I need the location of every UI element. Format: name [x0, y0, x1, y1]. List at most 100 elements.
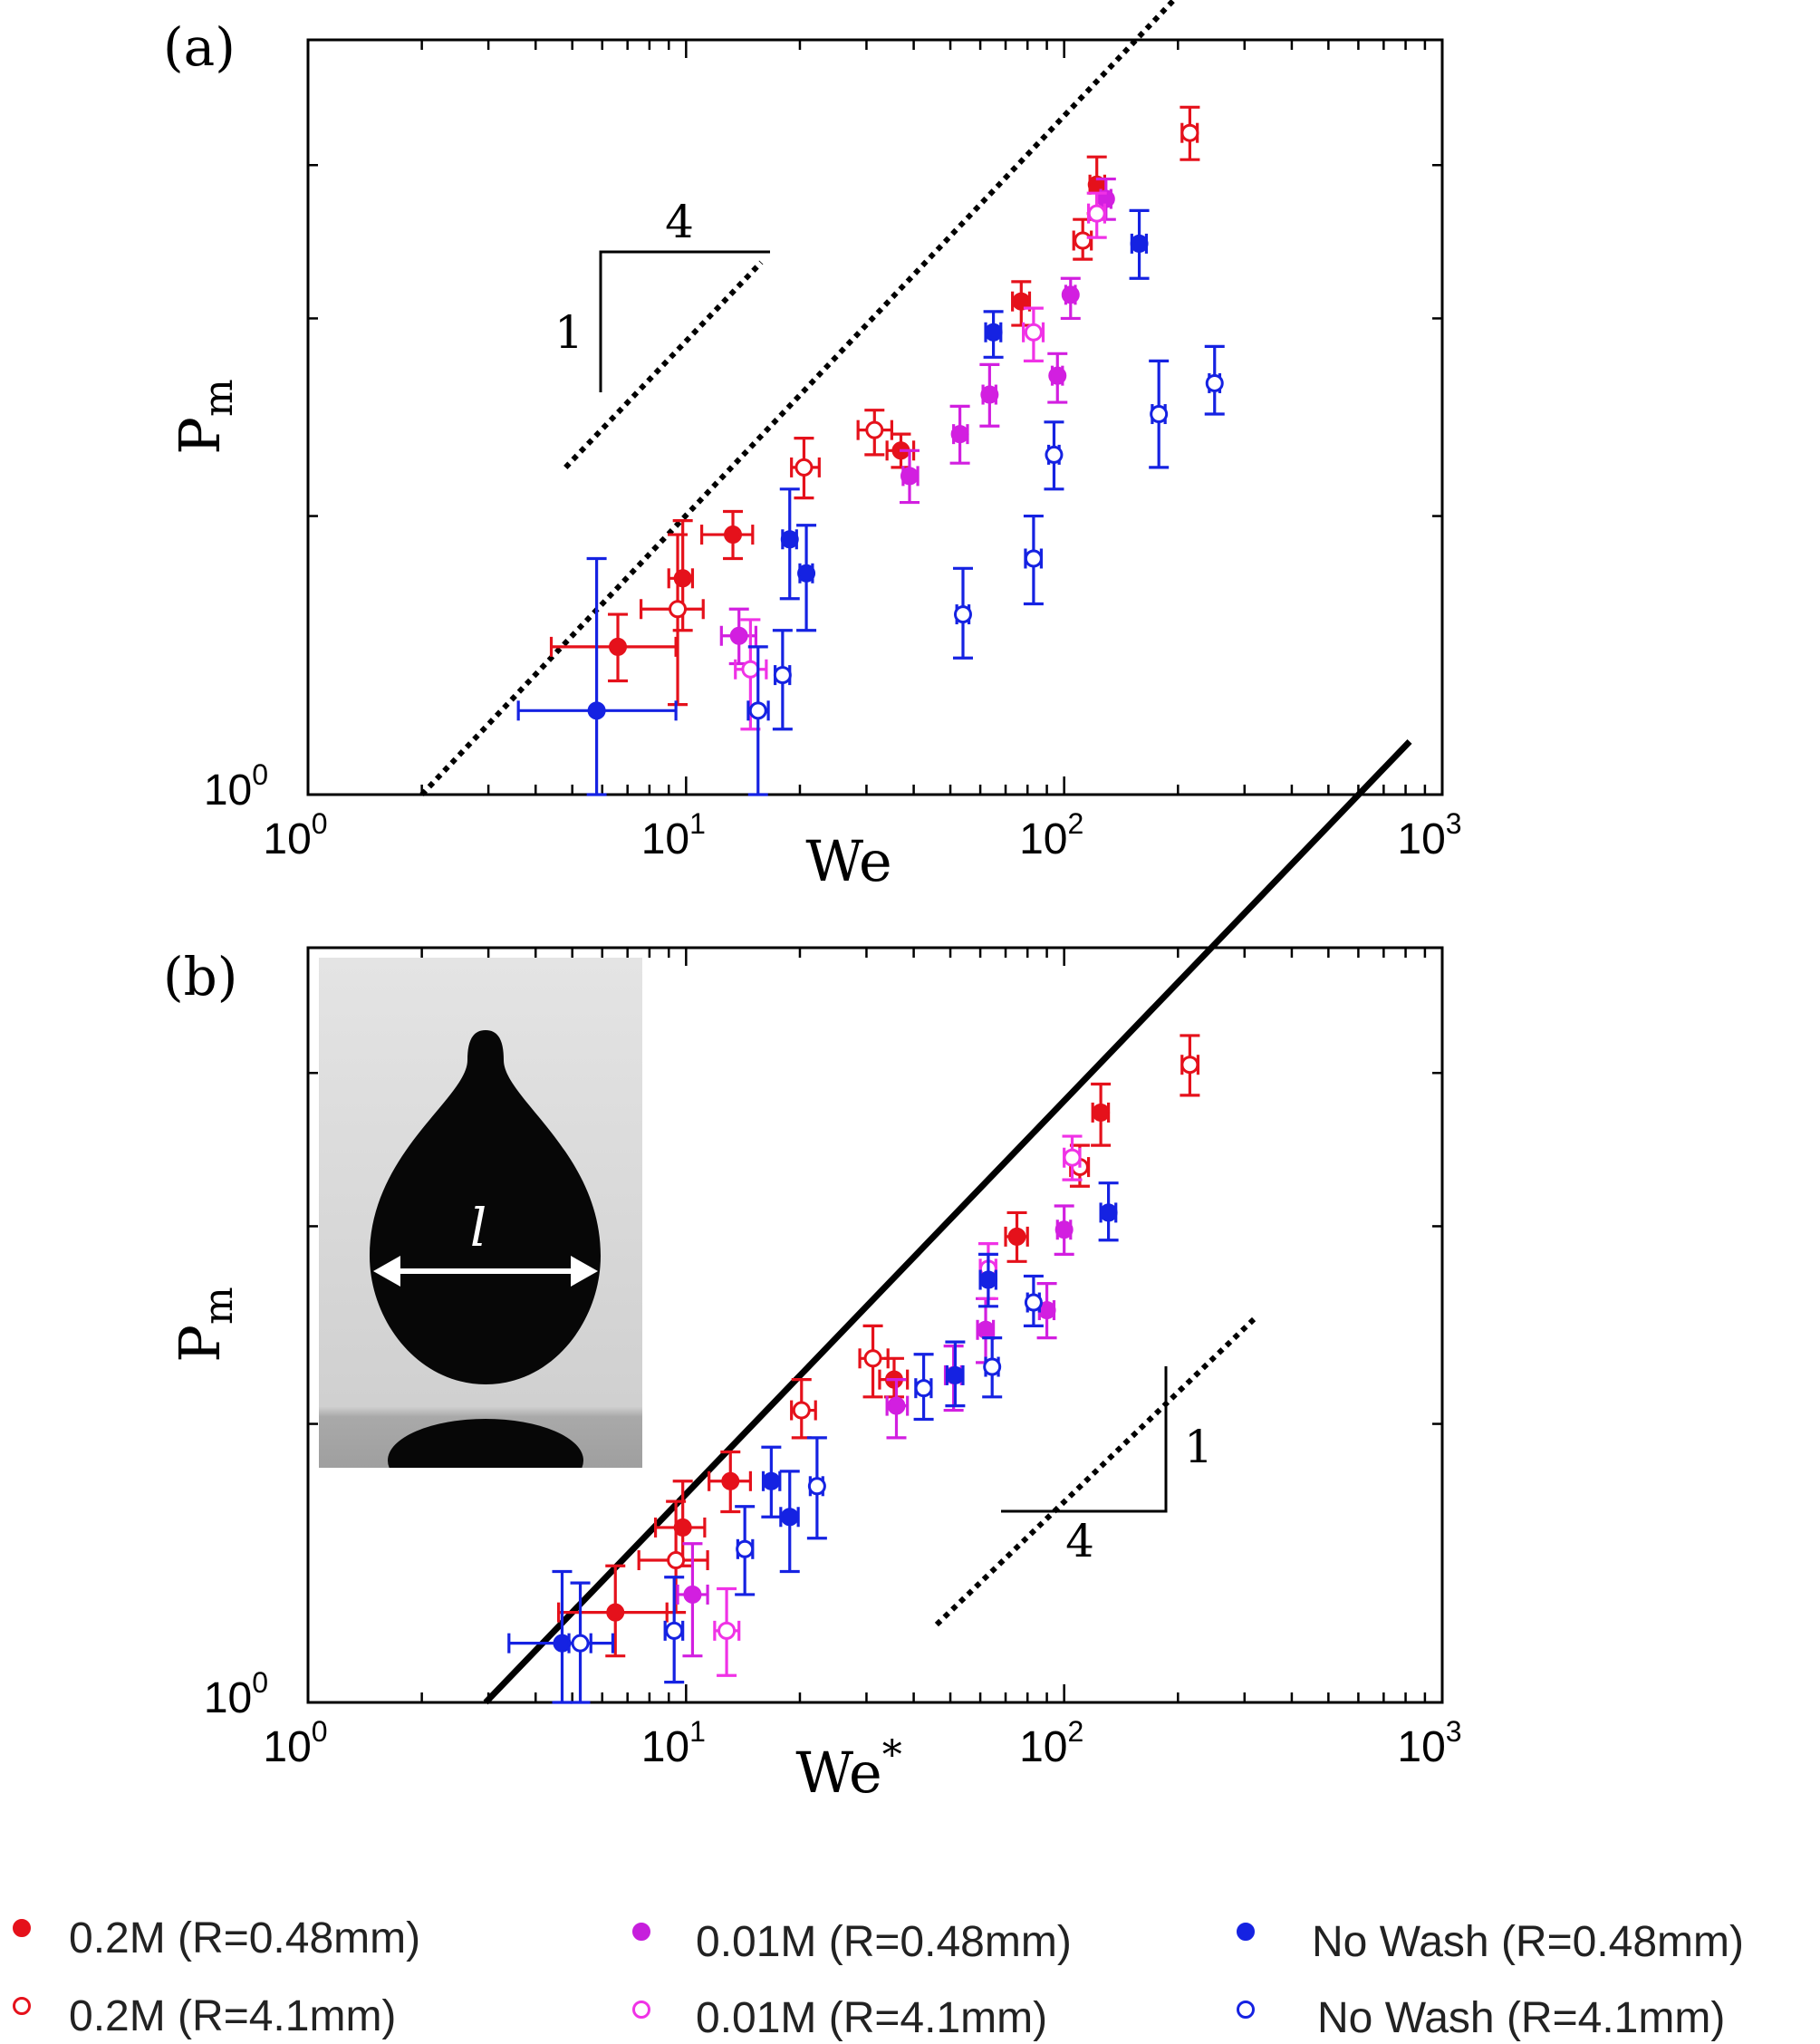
marker-filled [1130, 234, 1149, 253]
marker-filled [980, 385, 999, 404]
marker-filled [553, 1634, 572, 1653]
marker-open [667, 1551, 686, 1570]
tick-base: 10 [204, 1674, 252, 1722]
series-0-2m-r-4-1mm- [639, 105, 1200, 707]
data-point [983, 310, 1004, 359]
panel-label-a: (a) [163, 16, 236, 78]
marker-filled [946, 1365, 965, 1384]
series-no-wash-r-0-48mm- [507, 1181, 1119, 1704]
marker-open [792, 1401, 811, 1420]
marker-filled [780, 1508, 799, 1527]
data-point [856, 409, 893, 457]
data-point [700, 509, 755, 561]
slope-run-label-a: 4 [665, 196, 694, 248]
x-axis-label-b: We* [795, 1732, 901, 1806]
slope-rise-label-b: 1 [1184, 1421, 1213, 1473]
marker-filled [984, 323, 1003, 342]
fit-line-dotted [419, 0, 1178, 797]
panel-b: (b) 100 101 102 103 100 We* Pm l 4 1 [163, 739, 1462, 1806]
legend-item: No Wash (R=0.48mm) [1237, 1918, 1744, 1966]
tick-base: 10 [1397, 815, 1445, 863]
y-tick-label: 100 [204, 1666, 268, 1722]
marker-filled [1099, 1203, 1118, 1222]
data-point [1180, 105, 1200, 161]
plot-frame-a [306, 38, 1444, 796]
marker-open [1150, 405, 1169, 424]
legend-item: 0.2M (R=4.1mm) [13, 1992, 396, 2040]
data-point [790, 1378, 817, 1440]
marker-open [863, 1349, 882, 1368]
marker-filled [978, 1270, 997, 1289]
data-point [1129, 208, 1150, 280]
fit-line-dotted [563, 260, 764, 469]
data-point [772, 629, 793, 731]
arrow-left-icon [373, 1256, 400, 1287]
series-0-2m-r-4-1mm- [637, 1034, 1200, 1615]
data-point [567, 1581, 592, 1704]
y-axis-label-main-a: P [167, 417, 233, 455]
marker-open [1024, 549, 1043, 568]
x-tick-label: 102 [1019, 1715, 1083, 1771]
marker-open [914, 1379, 933, 1398]
legend-marker-open [1237, 2001, 1255, 2019]
marker-filled [1048, 366, 1067, 385]
marker-filled [683, 1585, 702, 1604]
series-no-wash-r-4-1mm- [746, 344, 1225, 796]
data-point [885, 1378, 910, 1440]
data-point [1022, 306, 1045, 362]
tick-exponent: 0 [252, 758, 268, 791]
marker-open [1180, 1056, 1199, 1075]
legend-label: 0.01M (R=0.48mm) [696, 1918, 1072, 1966]
data-point [779, 1470, 800, 1574]
data-point [746, 645, 770, 796]
data-points-b [507, 1034, 1200, 1704]
fit-line-solid [483, 739, 1412, 1705]
tick-exponent: 1 [689, 807, 706, 840]
x-tick-label: 100 [263, 1715, 327, 1771]
data-point [1086, 191, 1107, 239]
marker-open [1024, 1293, 1043, 1312]
data-point [1149, 359, 1170, 469]
data-point [516, 556, 678, 796]
data-point [949, 404, 970, 465]
slope-rise-label-a: 1 [554, 306, 583, 359]
tick-exponent: 0 [252, 1666, 268, 1699]
tick-exponent: 3 [1446, 1715, 1462, 1748]
data-point [713, 1586, 741, 1677]
data-point [663, 1576, 685, 1684]
fit-line-dotted [934, 1316, 1257, 1627]
x-axis-label-main-b: We [795, 1740, 881, 1806]
marker-filled [887, 1396, 906, 1415]
marker-filled [977, 1320, 996, 1339]
data-point [556, 1564, 669, 1658]
data-point [977, 1252, 998, 1308]
plot-frame-b [306, 946, 1444, 1704]
tick-base: 10 [1019, 815, 1067, 863]
x-ticks-a [420, 40, 1427, 795]
tick-base: 10 [263, 815, 311, 863]
legend-label: No Wash (R=0.48mm) [1312, 1918, 1744, 1966]
legend-marker-filled [13, 1919, 31, 1937]
marker-filled [729, 626, 748, 645]
y-tick-label: 100 [204, 758, 268, 815]
x-tick-labels-a: 100 101 102 103 [263, 807, 1461, 863]
marker-filled [673, 1518, 692, 1537]
tick-base: 10 [204, 766, 252, 815]
legend-marker-open [632, 2001, 650, 2019]
tick-base: 10 [1019, 1723, 1067, 1771]
data-point [1004, 1210, 1029, 1263]
y-tick-label-a: 100 [204, 758, 268, 815]
series-no-wash-r-0-48mm- [516, 208, 1150, 796]
tick-exponent: 1 [689, 1715, 706, 1748]
marker-filled [1061, 285, 1080, 304]
data-point [676, 1542, 709, 1658]
series-0-2m-r-0-48mm- [556, 1082, 1112, 1658]
data-point [1072, 217, 1093, 261]
legend: 0.2M (R=0.48mm) 0.2M (R=4.1mm) 0.01M (R=0.… [13, 1914, 1744, 2042]
x-axis-label-a: We [805, 828, 891, 894]
data-point [653, 1480, 707, 1567]
data-point [1054, 1204, 1074, 1256]
marker-filled [797, 564, 816, 583]
series-0-01m-r-0-48mm- [676, 1204, 1074, 1658]
marker-open [669, 600, 688, 619]
